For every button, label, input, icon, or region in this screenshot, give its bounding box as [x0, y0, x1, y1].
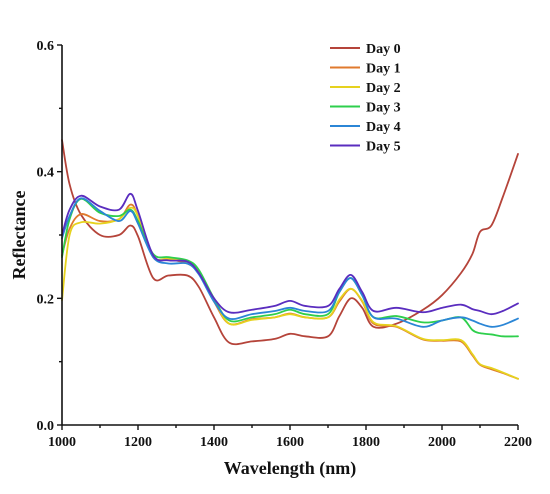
y-axis-title: Reflectance — [9, 191, 29, 280]
x-tick-label-1800: 1800 — [352, 435, 380, 450]
series-line-day-1 — [61, 203, 519, 380]
x-tick-label-2200: 2200 — [504, 435, 532, 450]
series-layer — [61, 139, 519, 380]
legend-label-day-3: Day 3 — [366, 101, 401, 116]
y-tick-label-2: 0.4 — [37, 166, 55, 181]
x-ticks: 1000 1200 1400 1600 1800 2000 2200 — [48, 425, 532, 450]
x-axis-title: Wavelength (nm) — [224, 458, 357, 479]
legend-label-day-5: Day 5 — [366, 140, 401, 155]
legend-label-day-2: Day 2 — [366, 81, 401, 96]
series-line-day-4 — [61, 197, 519, 328]
y-ticks: 0.0 0.2 0.4 0.6 — [37, 39, 62, 434]
legend-label-day-0: Day 0 — [366, 42, 401, 57]
series-line-day-2 — [61, 206, 519, 380]
x-tick-label-1600: 1600 — [276, 435, 304, 450]
series-line-day-5 — [61, 192, 519, 316]
legend-label-day-1: Day 1 — [366, 62, 401, 77]
y-tick-label-1: 0.2 — [37, 292, 55, 307]
x-tick-label-1400: 1400 — [200, 435, 228, 450]
y-tick-label-3: 0.6 — [37, 39, 55, 54]
series-line-day-3 — [61, 198, 519, 338]
x-tick-label-1000: 1000 — [48, 435, 76, 450]
y-tick-label-0: 0.0 — [37, 419, 55, 434]
x-tick-label-2000: 2000 — [428, 435, 456, 450]
series-line-day-0 — [61, 139, 519, 346]
axes — [61, 45, 518, 426]
legend-label-day-4: Day 4 — [366, 120, 401, 135]
x-tick-label-1200: 1200 — [124, 435, 152, 450]
legend: Day 0 Day 1 Day 2 Day 3 Day 4 Day 5 — [330, 42, 401, 155]
